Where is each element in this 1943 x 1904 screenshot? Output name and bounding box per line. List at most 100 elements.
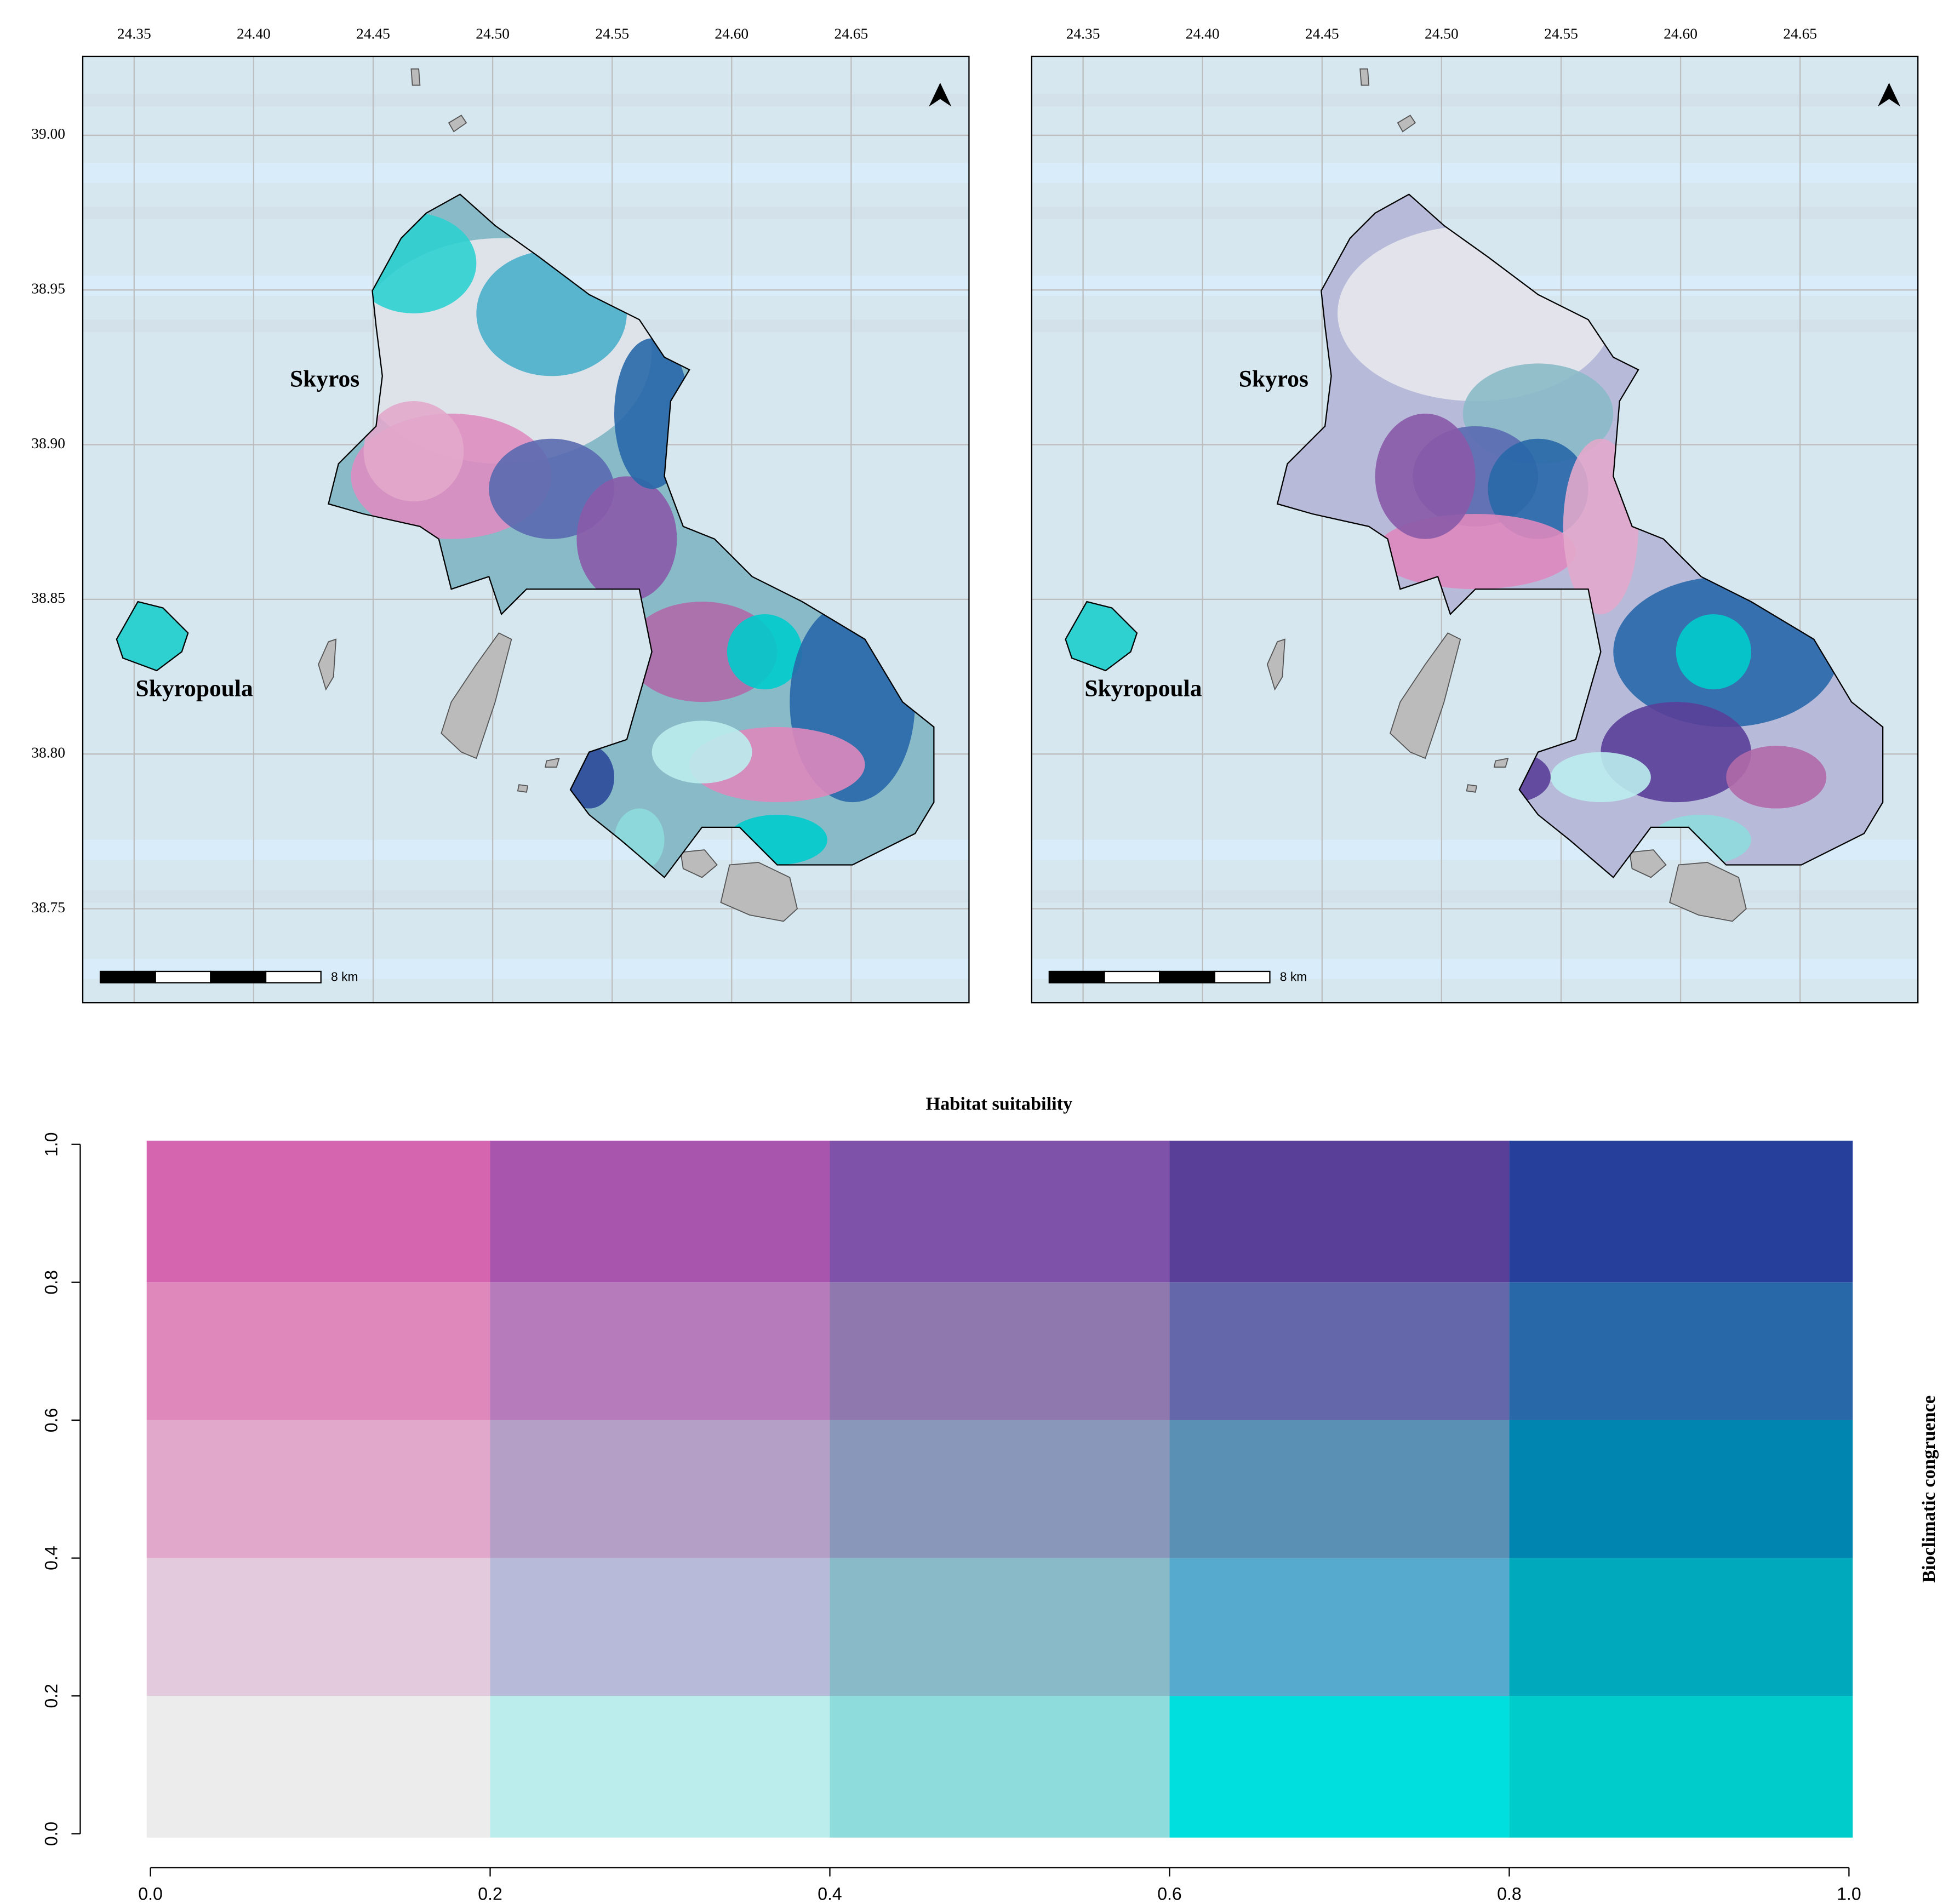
y-tick-label: 38.80 — [31, 744, 65, 761]
legend-cell — [830, 1140, 1170, 1283]
place-label: Skyros — [290, 365, 359, 392]
y-tick-label: 0.6 — [42, 1408, 61, 1433]
y-tick-label: 38.75 — [31, 899, 65, 916]
x-tick-label: 24.40 — [1186, 25, 1220, 42]
legend-cell — [490, 1558, 830, 1696]
map-frame — [82, 55, 970, 1004]
x-tick-label: 0.6 — [1157, 1884, 1182, 1903]
legend-cell — [490, 1696, 830, 1838]
legend-cell — [1169, 1140, 1510, 1283]
legend: Habitat suitability Bioclimatic congruen… — [42, 1094, 1939, 1904]
suitability-patch — [1550, 752, 1651, 803]
x-tick-label: 24.35 — [1066, 25, 1100, 42]
legend-cell — [146, 1282, 490, 1420]
x-tick-label: 24.60 — [715, 25, 748, 42]
sea-band — [83, 163, 969, 184]
legend-cell — [1509, 1420, 1853, 1558]
sea-band — [1031, 890, 1918, 903]
x-tick-label: 0.4 — [818, 1884, 842, 1903]
legend-y-label: Bioclimatic congruence — [1918, 1396, 1939, 1583]
x-tick-label: 24.55 — [1544, 25, 1578, 42]
sea-band — [1031, 207, 1918, 220]
legend-cell — [1509, 1140, 1853, 1283]
legend-cell — [490, 1420, 830, 1558]
y-tick-label: 39.00 — [31, 125, 65, 142]
legend-cell — [1509, 1558, 1853, 1696]
x-tick-label: 24.40 — [237, 25, 271, 42]
y-tick-label: 38.85 — [31, 590, 65, 606]
x-tick-label: 24.55 — [595, 25, 629, 42]
place-label: Skyropoula — [1084, 675, 1202, 701]
legend-cell — [1509, 1282, 1853, 1420]
north-arrow — [1877, 82, 1901, 107]
legend-cell — [830, 1282, 1170, 1420]
x-tick-label: 24.65 — [835, 25, 868, 42]
legend-cell — [1509, 1696, 1853, 1838]
x-tick-label: 0.8 — [1497, 1884, 1522, 1903]
scale-bar-segment — [1214, 970, 1271, 984]
sea-band — [83, 94, 969, 107]
map-area — [83, 56, 969, 1003]
y-tick-label: 0.2 — [42, 1684, 61, 1708]
legend-cell — [490, 1282, 830, 1420]
sea-band — [83, 207, 969, 220]
map-panel: 24.35 24.40 24.45 24.50 24.55 24.60 24.65 Skyro… — [1031, 25, 1919, 1004]
legend-cell — [1169, 1558, 1510, 1696]
scale-label: 8 km — [1280, 969, 1307, 984]
x-tick-label: 24.50 — [1425, 25, 1459, 42]
x-tick-label: 0.2 — [478, 1884, 502, 1903]
suitability-patch — [576, 476, 677, 602]
scale-bar-segment — [99, 970, 156, 984]
scale-bar-segment — [1104, 970, 1161, 984]
legend-cell — [1169, 1282, 1510, 1420]
sea-band — [1031, 163, 1918, 184]
legend-cell — [146, 1140, 490, 1283]
north-arrow — [929, 82, 952, 107]
place-label: Skyropoula — [136, 675, 253, 701]
suitability-patch — [1676, 614, 1751, 690]
map-panel: 24.35 24.40 24.45 24.50 24.55 24.60 24.65 38.75… — [31, 25, 970, 1004]
scale-bar-segment — [155, 970, 212, 984]
x-tick-label: 24.60 — [1664, 25, 1698, 42]
suitability-patch — [1375, 413, 1476, 539]
legend-cell — [490, 1140, 830, 1283]
scale-bar-segment — [210, 970, 267, 984]
scale-bar-segment — [265, 970, 322, 984]
x-tick-label: 24.50 — [476, 25, 510, 42]
legend-cell — [830, 1696, 1170, 1838]
scale-label: 8 km — [331, 969, 358, 984]
legend-cell — [830, 1420, 1170, 1558]
scale-bar-segment — [1159, 970, 1215, 984]
x-tick-label: 0.0 — [138, 1884, 163, 1903]
suitability-patch — [652, 721, 752, 784]
y-tick-label: 38.95 — [31, 281, 65, 297]
x-tick-label: 1.0 — [1837, 1884, 1861, 1903]
legend-cell — [1169, 1696, 1510, 1838]
sea-band — [83, 890, 969, 903]
y-tick-label: 0.0 — [42, 1822, 61, 1846]
place-label: Skyros — [1239, 365, 1308, 392]
x-tick-label: 24.45 — [1305, 25, 1339, 42]
legend-cell — [830, 1558, 1170, 1696]
legend-cell — [146, 1696, 490, 1838]
suitability-patch — [363, 401, 464, 502]
y-tick-label: 38.90 — [31, 435, 65, 451]
map-area — [1031, 56, 1918, 1003]
suitability-patch — [727, 614, 803, 690]
map-frame — [1031, 55, 1919, 1004]
x-tick-label: 24.45 — [356, 25, 390, 42]
legend-cell — [146, 1558, 490, 1696]
suitability-patch — [1726, 746, 1827, 809]
y-tick-label: 0.4 — [42, 1546, 61, 1570]
y-tick-label: 0.8 — [42, 1270, 61, 1295]
y-tick-label: 1.0 — [42, 1132, 61, 1157]
legend-title: Habitat suitability — [925, 1094, 1072, 1114]
legend-cell — [146, 1420, 490, 1558]
scale-bar-segment — [1048, 970, 1105, 984]
x-tick-label: 24.65 — [1783, 25, 1817, 42]
legend-cell — [1169, 1420, 1510, 1558]
sea-band — [1031, 94, 1918, 107]
suitability-patch — [1488, 438, 1588, 539]
